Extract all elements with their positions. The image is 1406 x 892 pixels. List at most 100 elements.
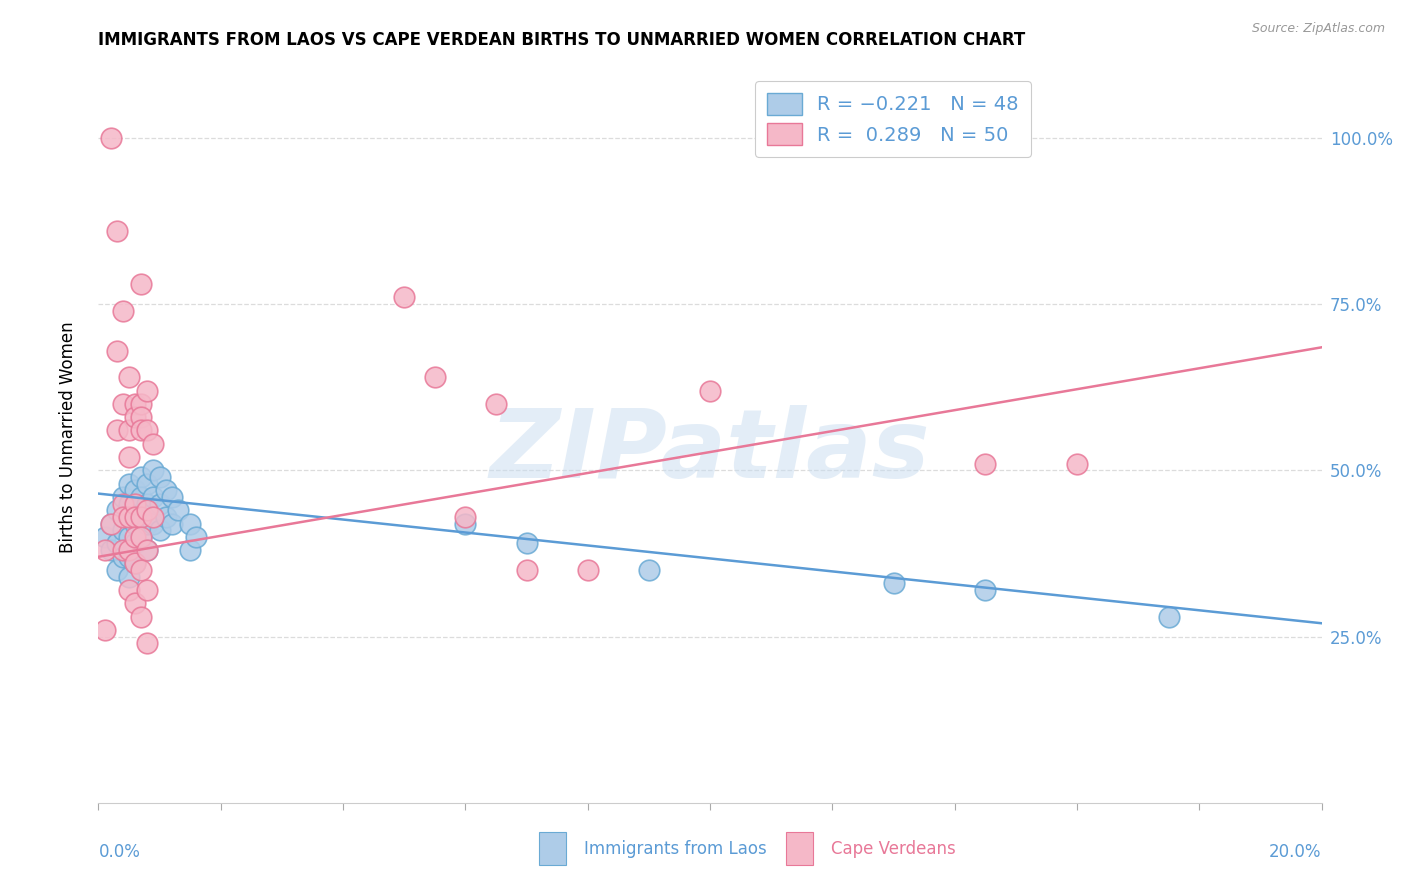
Point bbox=[136, 476, 159, 491]
Point bbox=[118, 543, 141, 558]
Point bbox=[118, 424, 141, 438]
Point bbox=[142, 463, 165, 477]
Point bbox=[142, 509, 165, 524]
Point bbox=[149, 497, 172, 511]
Point bbox=[1066, 457, 1088, 471]
Point bbox=[136, 516, 159, 531]
Point bbox=[129, 509, 152, 524]
Point bbox=[100, 131, 122, 145]
Point bbox=[186, 530, 208, 544]
Point bbox=[516, 563, 538, 577]
Point bbox=[124, 497, 146, 511]
Point bbox=[129, 530, 152, 544]
Point bbox=[136, 636, 159, 650]
Point bbox=[142, 516, 165, 531]
Point bbox=[111, 549, 134, 564]
Point bbox=[423, 370, 446, 384]
Point bbox=[124, 483, 146, 498]
FancyBboxPatch shape bbox=[786, 832, 813, 865]
Point bbox=[105, 536, 128, 550]
Text: Immigrants from Laos: Immigrants from Laos bbox=[583, 839, 766, 857]
Point bbox=[118, 476, 141, 491]
Point bbox=[105, 503, 128, 517]
Point bbox=[392, 290, 416, 304]
Point bbox=[93, 530, 115, 544]
Point bbox=[111, 523, 134, 537]
Point bbox=[100, 516, 122, 531]
Point bbox=[136, 497, 159, 511]
Text: ZIPatlas: ZIPatlas bbox=[489, 405, 931, 499]
Point bbox=[118, 509, 141, 524]
Point bbox=[111, 509, 134, 524]
Point bbox=[179, 543, 201, 558]
Point bbox=[118, 582, 141, 597]
Text: Source: ZipAtlas.com: Source: ZipAtlas.com bbox=[1251, 22, 1385, 36]
Point bbox=[93, 543, 115, 558]
Point bbox=[129, 509, 152, 524]
Point bbox=[105, 343, 128, 358]
Point bbox=[124, 497, 146, 511]
Point bbox=[118, 570, 141, 584]
Point bbox=[129, 490, 152, 504]
Point bbox=[129, 410, 152, 425]
Point bbox=[1157, 609, 1180, 624]
Point bbox=[160, 490, 183, 504]
Point bbox=[118, 509, 141, 524]
Point bbox=[111, 490, 134, 504]
Point bbox=[155, 483, 177, 498]
Point bbox=[124, 410, 146, 425]
Text: Cape Verdeans: Cape Verdeans bbox=[831, 839, 956, 857]
Point bbox=[111, 303, 134, 318]
Point bbox=[516, 536, 538, 550]
Point bbox=[155, 509, 177, 524]
Point bbox=[129, 470, 152, 484]
Point bbox=[179, 516, 201, 531]
Point bbox=[142, 436, 165, 450]
Point bbox=[118, 497, 141, 511]
Point bbox=[136, 384, 159, 398]
Point bbox=[576, 563, 599, 577]
Point bbox=[142, 490, 165, 504]
Point bbox=[124, 509, 146, 524]
Point bbox=[167, 503, 190, 517]
Point bbox=[118, 549, 141, 564]
Point bbox=[129, 277, 152, 292]
Point bbox=[129, 424, 152, 438]
Point bbox=[111, 497, 134, 511]
Point bbox=[118, 530, 141, 544]
Point bbox=[129, 397, 152, 411]
Point bbox=[454, 516, 477, 531]
Point bbox=[124, 530, 146, 544]
Point bbox=[129, 530, 152, 544]
Point bbox=[124, 596, 146, 610]
Point bbox=[974, 457, 997, 471]
Point bbox=[124, 397, 146, 411]
Point bbox=[100, 516, 122, 531]
Y-axis label: Births to Unmarried Women: Births to Unmarried Women bbox=[59, 321, 77, 553]
Point bbox=[136, 503, 159, 517]
Point bbox=[118, 450, 141, 464]
Point bbox=[105, 424, 128, 438]
Text: IMMIGRANTS FROM LAOS VS CAPE VERDEAN BIRTHS TO UNMARRIED WOMEN CORRELATION CHART: IMMIGRANTS FROM LAOS VS CAPE VERDEAN BIR… bbox=[98, 31, 1025, 49]
Point bbox=[699, 384, 721, 398]
Point bbox=[93, 623, 115, 637]
FancyBboxPatch shape bbox=[538, 832, 565, 865]
Text: 20.0%: 20.0% bbox=[1270, 843, 1322, 861]
Point bbox=[160, 516, 183, 531]
Point bbox=[454, 509, 477, 524]
Point bbox=[124, 557, 146, 571]
Point bbox=[100, 543, 122, 558]
Point bbox=[136, 582, 159, 597]
Point bbox=[111, 543, 134, 558]
Point bbox=[974, 582, 997, 597]
Point bbox=[124, 516, 146, 531]
Point bbox=[637, 563, 661, 577]
Legend: R = −0.221   N = 48, R =  0.289   N = 50: R = −0.221 N = 48, R = 0.289 N = 50 bbox=[755, 81, 1031, 157]
Point bbox=[883, 576, 905, 591]
Point bbox=[149, 470, 172, 484]
Point bbox=[124, 536, 146, 550]
Point bbox=[129, 609, 152, 624]
Point bbox=[485, 397, 508, 411]
Point bbox=[105, 563, 128, 577]
Point bbox=[129, 563, 152, 577]
